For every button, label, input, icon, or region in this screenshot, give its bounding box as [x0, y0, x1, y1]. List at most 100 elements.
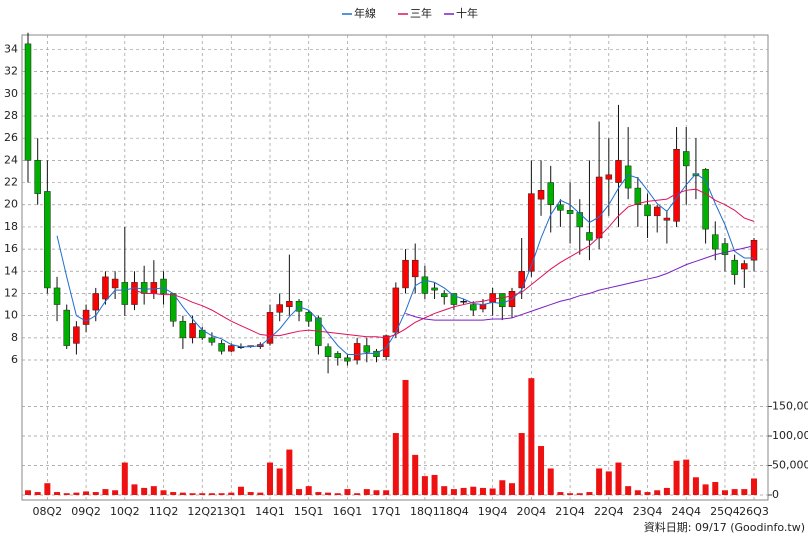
y-tick-label: 34: [4, 42, 18, 55]
volume-bar: [44, 483, 51, 495]
candle-body: [179, 320, 187, 339]
volume-bar: [450, 489, 457, 495]
candle-body: [82, 309, 90, 325]
volume-bar: [712, 482, 719, 495]
volume-bar: [208, 493, 215, 495]
candle-body: [150, 282, 158, 294]
volume-bar: [586, 492, 593, 495]
x-tick-label: 19Q4: [478, 505, 508, 518]
volume-bar: [73, 492, 80, 495]
candle-body: [489, 293, 496, 303]
volume-bar: [286, 449, 293, 495]
candle-body: [460, 300, 467, 303]
legend-label: 三年: [410, 6, 432, 20]
candle-body: [440, 293, 448, 298]
volume-bar: [218, 493, 225, 495]
candle-body: [189, 323, 196, 339]
candle-body: [334, 353, 342, 359]
candle-body: [479, 304, 487, 310]
volume-bar: [741, 489, 748, 495]
volume-bar: [528, 378, 535, 495]
volume-bar: [625, 486, 632, 495]
x-tick-label: 15Q1: [294, 505, 324, 518]
y-tick-label: 30: [4, 87, 18, 100]
volume-bar: [383, 490, 390, 495]
legend-label: 十年: [456, 6, 478, 20]
volume-bar: [499, 480, 506, 495]
ma-line: [134, 188, 755, 339]
y-tick-label: 26: [4, 131, 18, 144]
x-tick-label: 23Q4: [633, 505, 663, 518]
volume-bar: [470, 486, 477, 495]
candle-body: [363, 345, 371, 353]
volume-bar: [54, 492, 61, 495]
x-tick-label: 08Q2: [33, 505, 63, 518]
volume-bar: [267, 462, 273, 495]
candle-body: [218, 343, 225, 352]
x-tick-label: 13Q1: [216, 505, 246, 518]
plot-frame: [21, 34, 769, 501]
candle-body: [353, 343, 361, 361]
candle-body: [741, 263, 748, 270]
x-tick-label: 14Q1: [255, 505, 285, 518]
candle-body: [682, 151, 690, 167]
volume-bar: [460, 487, 467, 495]
volume-bar: [199, 493, 206, 495]
x-tick-label: 24Q4: [671, 505, 701, 518]
candle-body: [518, 271, 525, 289]
candle-body: [528, 193, 535, 272]
volume-bar: [663, 487, 670, 495]
candle-body: [499, 293, 506, 308]
y2-tick-label: 0: [772, 488, 779, 501]
candle-body: [402, 259, 409, 289]
volume-bar: [654, 490, 661, 495]
y-tick-label: 22: [4, 176, 18, 189]
candle-body: [663, 217, 671, 221]
volume-bar: [63, 493, 70, 495]
y-tick-label: 28: [4, 109, 18, 122]
volume-bar: [692, 477, 699, 495]
candle-body: [470, 304, 477, 311]
candle-body: [595, 176, 603, 239]
candle-body: [721, 243, 729, 255]
volume-bar: [92, 492, 99, 495]
y-tick-label: 20: [4, 198, 18, 211]
volume-bar: [363, 489, 370, 495]
candle-body: [276, 304, 283, 313]
volume-bar: [479, 487, 486, 495]
volume-bar: [421, 476, 428, 495]
x-tick-label: 18Q4: [439, 505, 469, 518]
volume-bar: [189, 493, 196, 495]
candle-body: [382, 335, 390, 357]
candle-body: [53, 287, 61, 305]
candle-body: [63, 309, 70, 346]
volume-bar: [296, 489, 303, 495]
volume-bar: [334, 493, 341, 495]
x-tick-label: 21Q4: [555, 505, 585, 518]
candle-body: [644, 204, 651, 217]
y-tick-label: 6: [11, 353, 18, 366]
volume-bar: [412, 454, 419, 495]
volume-bar: [257, 492, 264, 495]
y-tick-label: 8: [11, 331, 18, 344]
y2-tick-label: 150,000: [772, 400, 808, 413]
volume-bar: [634, 490, 641, 495]
volume-bar: [354, 493, 361, 495]
volume-bar: [247, 492, 254, 495]
volume-bar: [441, 486, 448, 495]
x-tick-label: 18Q1: [410, 505, 440, 518]
candle-body: [34, 160, 41, 194]
volume-bar: [315, 492, 322, 495]
x-tick-label: 26Q3: [739, 505, 769, 518]
y-tick-label: 24: [4, 153, 18, 166]
candle-body: [392, 287, 400, 333]
candle-body: [228, 345, 235, 352]
candle-body: [160, 278, 167, 294]
candle-body: [373, 350, 380, 357]
volume-bar: [731, 489, 738, 495]
candle-body: [557, 204, 564, 211]
x-tick-label: 11Q2: [149, 505, 179, 518]
candle-body: [121, 282, 129, 305]
y-tick-label: 32: [4, 65, 18, 78]
candle-body: [421, 276, 429, 294]
